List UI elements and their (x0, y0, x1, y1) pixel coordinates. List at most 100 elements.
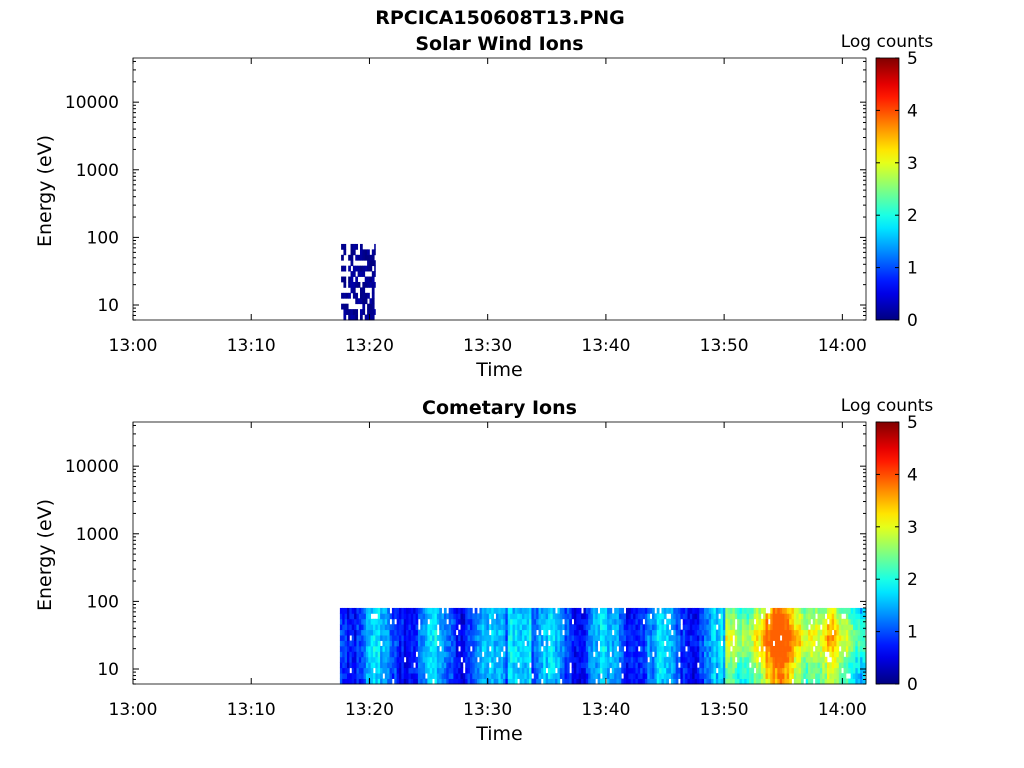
heatmap-cell (777, 640, 781, 647)
heatmap-cell (365, 656, 369, 663)
heatmap-cell (642, 673, 646, 679)
heatmap-cell (751, 624, 755, 631)
heatmap-cell (692, 678, 695, 685)
heatmap-cell (346, 618, 350, 625)
heatmap-cell (552, 662, 556, 669)
heatmap-cell (512, 624, 516, 631)
heatmap-cell (462, 656, 466, 663)
heatmap-cell (760, 667, 764, 674)
heatmap-cell (559, 662, 563, 669)
heatmap-cell (599, 607, 603, 614)
heatmap-cell (484, 645, 487, 652)
heatmap-cell (630, 635, 634, 641)
heatmap-cell (725, 618, 729, 625)
heatmap-cell (741, 651, 745, 658)
heatmap-cell (339, 656, 343, 663)
heatmap-cell (609, 673, 613, 679)
heatmap-cell (439, 613, 442, 620)
heatmap-cell (410, 662, 414, 669)
heatmap-cell (642, 640, 646, 647)
heatmap-cell (562, 624, 565, 631)
heatmap-cell (550, 656, 554, 663)
heatmap-cell (441, 667, 445, 674)
heatmap-cell (800, 635, 804, 641)
heatmap-cell (517, 651, 520, 658)
heatmap-cell (708, 613, 712, 620)
heatmap-cell (744, 635, 747, 641)
x-tick-label: 13:00 (109, 700, 158, 720)
heatmap-cell (514, 656, 518, 663)
heatmap-cell (583, 607, 587, 614)
heatmap-cell (382, 618, 386, 625)
heatmap-cell (855, 651, 859, 658)
heatmap-cell (375, 618, 379, 625)
heatmap-cell (675, 673, 679, 679)
heatmap-cell (538, 607, 542, 614)
heatmap-cell (455, 635, 459, 641)
heatmap-cell (557, 651, 561, 658)
heatmap-cell (460, 651, 464, 658)
heatmap-cell (362, 265, 366, 272)
heatmap-cell (481, 629, 485, 636)
heatmap-cell (562, 651, 565, 658)
heatmap-cell (663, 656, 667, 663)
heatmap-cell (469, 640, 473, 647)
heatmap-cell (611, 673, 615, 679)
heatmap-cell (829, 662, 833, 669)
heatmap-cell (583, 645, 587, 652)
heatmap-cell (661, 618, 665, 625)
heatmap-cell (819, 656, 823, 663)
heatmap-cell (564, 656, 568, 663)
heatmap-cell (373, 618, 376, 625)
heatmap-cell (531, 651, 535, 658)
heatmap-cell (531, 662, 535, 669)
heatmap-cell (364, 254, 368, 261)
heatmap-cell (354, 607, 357, 614)
heatmap-cell (826, 624, 830, 631)
heatmap-cell (699, 645, 703, 652)
heatmap-cell (348, 309, 351, 315)
heatmap-cell (550, 667, 554, 674)
heatmap-cell (503, 618, 506, 625)
heatmap-cell (826, 629, 830, 636)
heatmap-cell (413, 624, 416, 631)
heatmap-cell (720, 656, 724, 663)
heatmap-cell (467, 624, 471, 631)
heatmap-cell (711, 662, 714, 669)
heatmap-cell (350, 254, 354, 261)
heatmap-cell (640, 678, 643, 685)
heatmap-cell (730, 618, 733, 625)
heatmap-cell (472, 673, 476, 679)
heatmap-cell (343, 292, 347, 299)
heatmap-cell (845, 645, 849, 652)
heatmap-cell (406, 662, 409, 669)
heatmap-cell (415, 613, 419, 620)
heatmap-cell (611, 651, 615, 658)
heatmap-cell (803, 613, 807, 620)
heatmap-cell (595, 607, 599, 614)
heatmap-cell (843, 624, 847, 631)
heatmap-cell (734, 613, 738, 620)
heatmap-cell (583, 662, 587, 669)
heatmap-cell (614, 618, 617, 625)
heatmap-cell (699, 640, 703, 647)
heatmap-cell (498, 629, 502, 636)
heatmap-cell (656, 662, 660, 669)
heatmap-cell (647, 662, 651, 669)
heatmap-cell (829, 645, 833, 652)
heatmap-cell (517, 618, 520, 625)
heatmap-cell (661, 640, 665, 647)
heatmap-cell (436, 613, 440, 620)
heatmap-cell (774, 613, 778, 620)
heatmap-cell (812, 662, 816, 669)
heatmap-cell (382, 613, 386, 620)
heatmap-cell (815, 645, 818, 652)
heatmap-cell (566, 656, 570, 663)
heatmap-cell (748, 640, 752, 647)
heatmap-cell (375, 629, 379, 636)
heatmap-cell (498, 673, 502, 679)
heatmap-cell (477, 613, 480, 620)
heatmap-cell (361, 618, 364, 625)
heatmap-cell (477, 673, 480, 679)
heatmap-cell (715, 645, 719, 652)
